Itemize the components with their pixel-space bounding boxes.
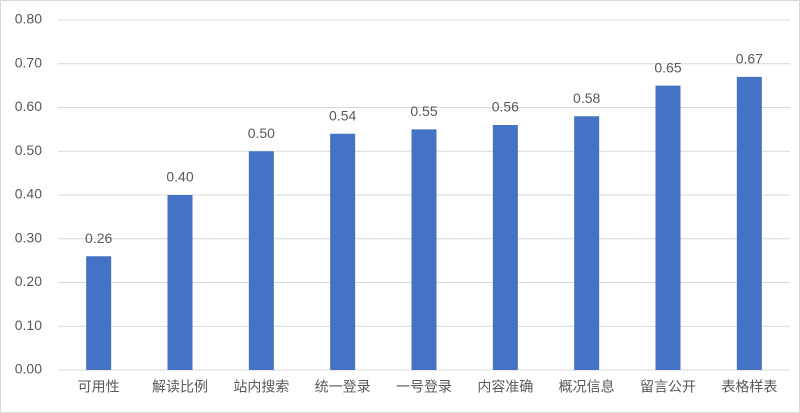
bar <box>330 133 356 370</box>
bar <box>411 129 437 370</box>
x-tick-label: 解读比例 <box>152 379 208 395</box>
data-label: 0.56 <box>492 99 519 115</box>
data-label: 0.40 <box>166 169 193 185</box>
data-label: 0.50 <box>248 125 275 141</box>
y-tick-label: 0.70 <box>15 54 42 70</box>
bar <box>574 116 600 370</box>
x-tick-label: 留言公开 <box>640 379 696 395</box>
data-label: 0.54 <box>329 107 356 123</box>
y-tick-label: 0.80 <box>15 11 42 27</box>
bar <box>167 195 193 370</box>
x-tick-label: 统一登录 <box>315 379 371 395</box>
x-tick-label: 表格样表 <box>721 379 777 395</box>
y-tick-label: 0.00 <box>15 361 42 377</box>
x-tick-label: 内容准确 <box>477 379 533 395</box>
bar <box>655 85 681 370</box>
bar <box>248 151 274 370</box>
data-label: 0.58 <box>573 90 600 106</box>
data-label: 0.67 <box>736 51 763 67</box>
data-label: 0.26 <box>85 230 112 246</box>
bar <box>86 256 112 370</box>
x-tick-label: 站内搜索 <box>233 379 289 395</box>
x-tick-label: 概况信息 <box>559 379 615 395</box>
data-label: 0.55 <box>410 103 437 119</box>
bar <box>736 76 762 370</box>
data-label: 0.65 <box>654 59 681 75</box>
y-tick-label: 0.60 <box>15 98 42 114</box>
y-tick-label: 0.40 <box>15 186 42 202</box>
bar <box>492 125 518 370</box>
y-tick-label: 0.30 <box>15 229 42 245</box>
y-tick-label: 0.20 <box>15 273 42 289</box>
y-tick-label: 0.50 <box>15 142 42 158</box>
x-tick-label: 可用性 <box>78 379 120 395</box>
x-tick-label: 一号登录 <box>396 379 452 395</box>
y-tick-label: 0.10 <box>15 317 42 333</box>
